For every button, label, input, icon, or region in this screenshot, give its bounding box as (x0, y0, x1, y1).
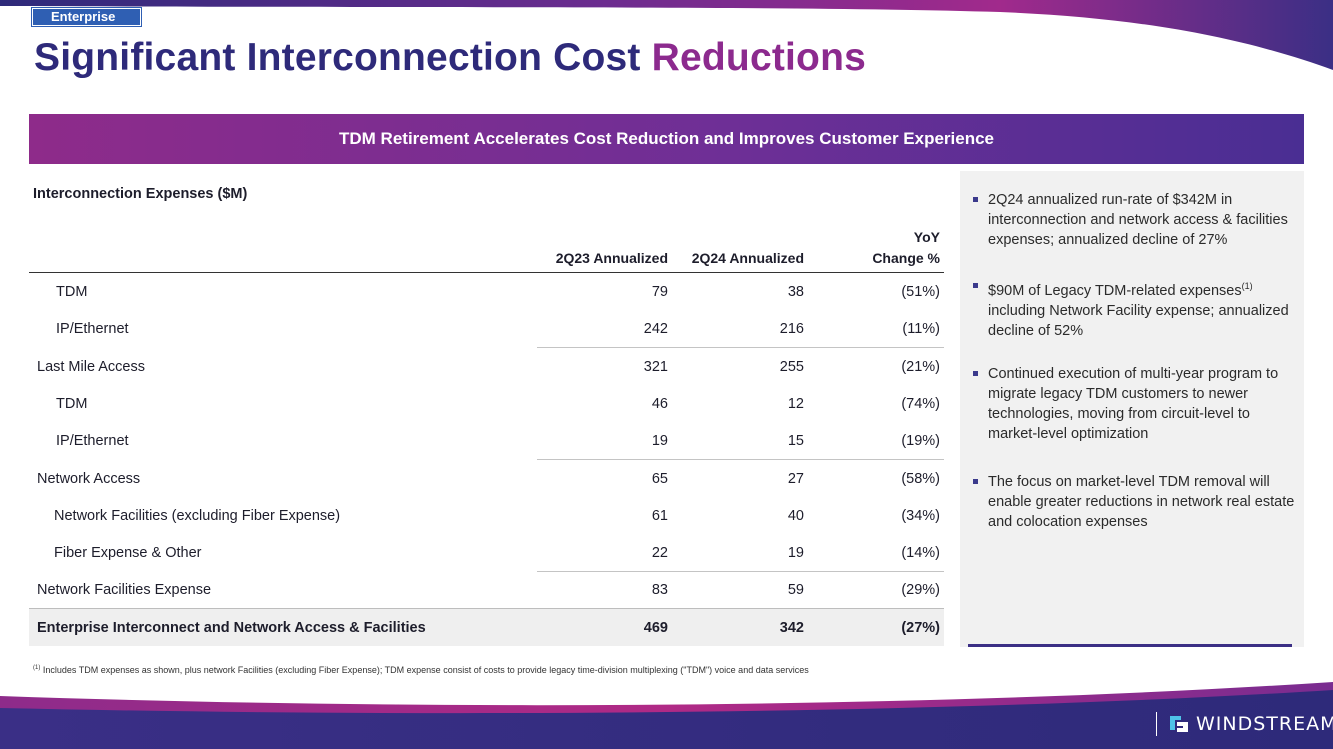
bullet-item: 2Q24 annualized run-rate of $342M in int… (973, 190, 1299, 250)
footnote-text: Includes TDM expenses as shown, plus net… (40, 665, 809, 675)
column-header-yoy-line1: YoY (913, 229, 940, 245)
panel-underline (968, 644, 1292, 647)
row-value-2q23: 79 (651, 284, 668, 300)
bullet-text: 2Q24 annualized run-rate of $342M in int… (988, 192, 1288, 248)
bullet-square-icon (973, 371, 978, 376)
table-row: Network Access 65 27 (58%) (29, 461, 944, 497)
row-value-2q24: 216 (779, 321, 804, 337)
table-row: TDM 46 12 (74%) (29, 386, 944, 422)
row-value-yoy: (74%) (901, 396, 940, 412)
row-label: Fiber Expense & Other (54, 545, 202, 561)
row-value-yoy: (58%) (901, 471, 940, 487)
row-value-2q23: 19 (651, 433, 668, 449)
bullet-item: $90M of Legacy TDM-related expenses(1) i… (973, 276, 1299, 341)
row-value-2q24: 19 (787, 545, 804, 561)
column-header-yoy: YoY Change % (840, 227, 940, 269)
table-row: Last Mile Access 321 255 (21%) (29, 349, 944, 385)
row-label: IP/Ethernet (56, 433, 129, 449)
footnote-ref: (1) (1241, 281, 1253, 291)
page-title: Significant Interconnection Cost Reducti… (34, 36, 866, 80)
row-label: TDM (56, 284, 88, 300)
table-row: Network Facilities Expense 83 59 (29%) (29, 572, 944, 608)
bullet-text: The focus on market-level TDM removal wi… (988, 474, 1295, 530)
column-header-2q24: 2Q24 Annualized (691, 250, 804, 266)
title-main: Significant Interconnection Cost (34, 36, 652, 79)
row-label: TDM (56, 396, 88, 412)
row-value-2q24: 59 (787, 582, 804, 598)
subtotal-rule (537, 459, 944, 460)
row-value-2q24: 15 (787, 433, 804, 449)
row-label: IP/Ethernet (56, 321, 129, 337)
row-label: Network Facilities Expense (37, 582, 212, 598)
bullet-item: Continued execution of multi-year progra… (973, 364, 1299, 444)
row-value-2q23: 469 (643, 620, 668, 636)
bullet-text: $90M of Legacy TDM-related expenses(1) i… (988, 276, 1299, 341)
bullet-text-post: including Network Facility expense; annu… (988, 302, 1289, 339)
banner-heading: TDM Retirement Accelerates Cost Reductio… (29, 114, 1304, 164)
row-label: Last Mile Access (37, 359, 145, 375)
row-value-2q24: 255 (779, 359, 804, 375)
column-header-yoy-line2: Change % (872, 250, 940, 266)
table-row: Fiber Expense & Other 22 19 (14%) (29, 535, 944, 571)
table-row: Network Facilities (excluding Fiber Expe… (29, 498, 944, 534)
title-accent: Reductions (651, 36, 866, 79)
bullet-square-icon (973, 479, 978, 484)
row-value-2q24: 342 (779, 620, 804, 636)
row-value-yoy: (11%) (902, 321, 940, 337)
row-value-yoy: (21%) (901, 359, 940, 375)
row-value-2q24: 38 (787, 284, 804, 300)
bullet-text-pre: $90M of Legacy TDM-related expenses (988, 282, 1242, 299)
windstream-mark-icon (1170, 716, 1188, 732)
column-header-2q23: 2Q23 Annualized (555, 250, 668, 266)
bullet-square-icon (973, 283, 978, 288)
subtotal-rule (537, 571, 944, 572)
row-value-2q23: 242 (643, 321, 668, 337)
row-value-2q23: 46 (651, 396, 668, 412)
row-value-2q24: 12 (787, 396, 804, 412)
bullet-item: The focus on market-level TDM removal wi… (973, 472, 1299, 532)
total-row: Enterprise Interconnect and Network Acce… (29, 608, 944, 646)
row-value-2q23: 61 (651, 508, 668, 524)
row-value-2q24: 40 (787, 508, 804, 524)
table-row: IP/Ethernet 242 216 (11%) (29, 311, 944, 347)
header-rule (29, 272, 944, 273)
row-value-2q24: 27 (787, 471, 804, 487)
table-row: IP/Ethernet 19 15 (19%) (29, 423, 944, 459)
row-label: Enterprise Interconnect and Network Acce… (37, 620, 426, 636)
row-value-yoy: (34%) (901, 508, 940, 524)
bullet-text: Continued execution of multi-year progra… (988, 366, 1279, 442)
table-row: TDM 79 38 (51%) (29, 274, 944, 310)
footnote-marker: (1) (33, 665, 41, 671)
bullet-square-icon (973, 197, 978, 202)
header-swoosh (0, 0, 1333, 70)
footnote: (1) Includes TDM expenses as shown, plus… (33, 665, 809, 675)
logo-wordmark: WINDSTREAM (1196, 713, 1333, 735)
row-value-yoy: (19%) (901, 433, 940, 449)
row-value-yoy: (29%) (901, 582, 940, 598)
summary-panel (960, 171, 1304, 647)
row-value-2q23: 83 (651, 582, 668, 598)
row-value-2q23: 65 (651, 471, 668, 487)
table-caption: Interconnection Expenses ($M) (33, 186, 248, 202)
logo-divider (1156, 712, 1157, 736)
row-value-2q23: 321 (643, 359, 668, 375)
windstream-logo: WINDSTREAM (1156, 710, 1333, 738)
row-value-2q23: 22 (651, 545, 668, 561)
row-label: Network Facilities (excluding Fiber Expe… (54, 508, 341, 524)
subtotal-rule (537, 347, 944, 348)
row-value-yoy: (14%) (901, 545, 940, 561)
row-value-yoy: (51%) (901, 284, 940, 300)
row-value-yoy: (27%) (901, 620, 940, 636)
section-badge: Enterprise (31, 7, 142, 27)
row-label: Network Access (37, 471, 141, 487)
footer-swoosh (0, 682, 1333, 749)
